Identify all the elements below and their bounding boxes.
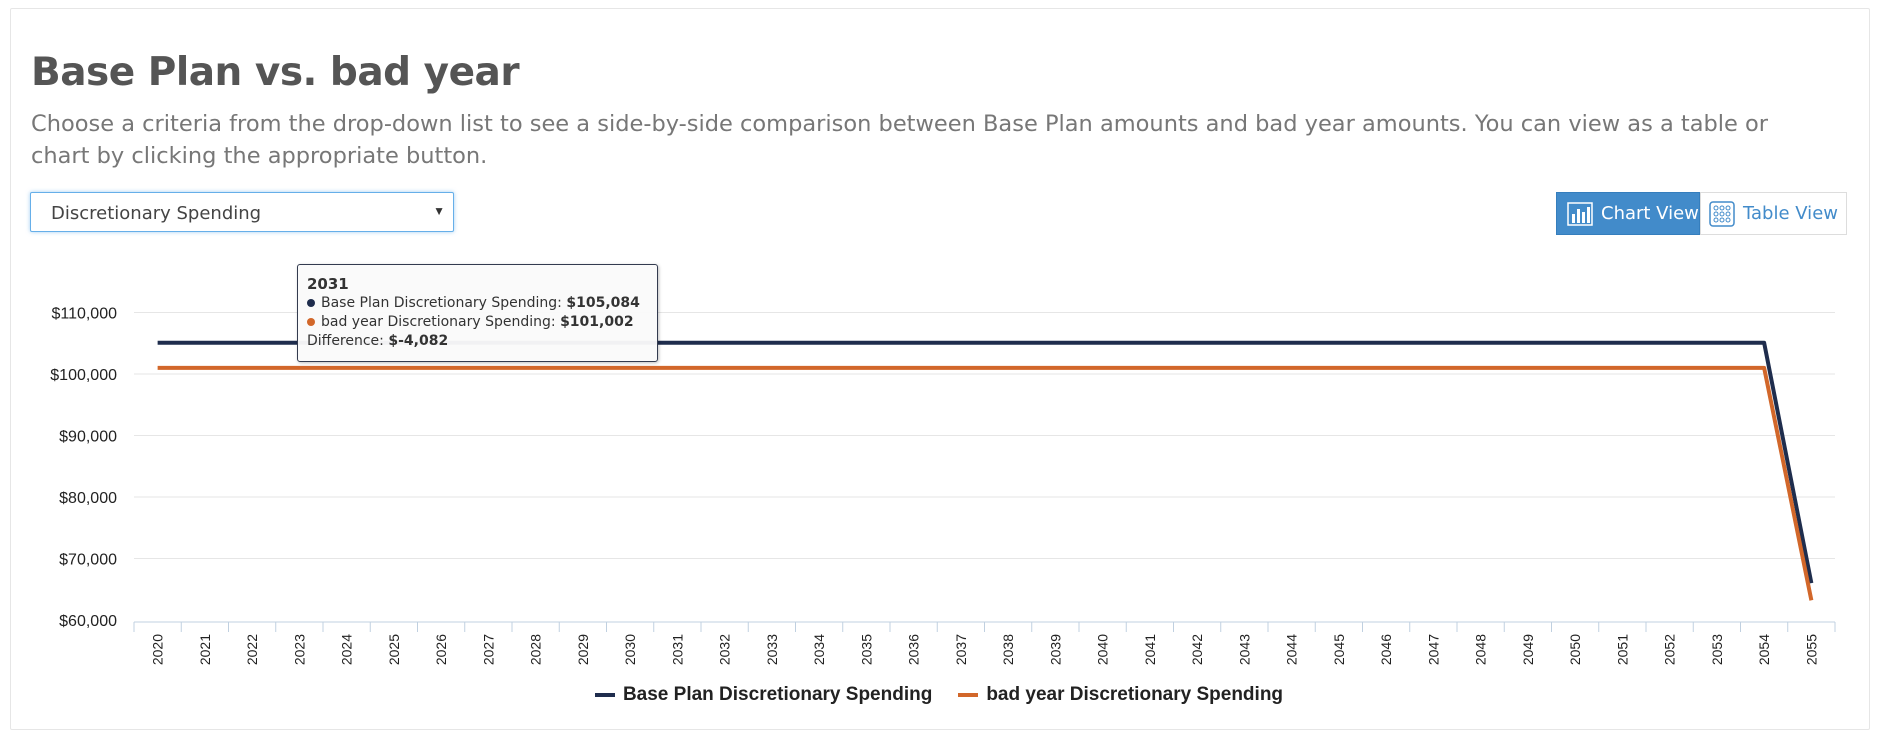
chart-legend: Base Plan Discretionary Spending bad yea… [0, 684, 1878, 706]
series-line-bad[interactable] [157, 365, 1814, 601]
x-tick-label: 2055 [1803, 634, 1819, 665]
tooltip-base-row: Base Plan Discretionary Spending: $105,0… [307, 294, 648, 313]
y-tick-label: $100,000 [50, 367, 117, 384]
y-tick-label: $90,000 [59, 429, 117, 446]
x-tick-label: 2041 [1142, 634, 1158, 665]
tooltip-year: 2031 [307, 275, 349, 293]
tooltip-bad-row: bad year Discretionary Spending: $101,00… [307, 313, 648, 332]
legend-item-bad[interactable]: bad year Discretionary Spending [958, 684, 1283, 706]
page-title: Base Plan vs. bad year [31, 50, 520, 95]
table-view-button[interactable]: Table View [1700, 192, 1847, 235]
legend-label-bad: bad year Discretionary Spending [986, 684, 1284, 705]
legend-swatch-base [594, 693, 615, 697]
legend-item-base[interactable]: Base Plan Discretionary Spending [594, 684, 933, 706]
table-grid-icon [1709, 200, 1735, 227]
chart-view-button[interactable]: Chart View [1556, 192, 1700, 235]
x-tick-label: 2053 [1709, 634, 1725, 665]
x-tick-label: 2025 [386, 634, 402, 665]
x-tick-label: 2047 [1425, 634, 1441, 665]
legend-swatch-bad [958, 693, 979, 697]
x-tick-label: 2033 [764, 634, 780, 665]
x-tick-label: 2027 [480, 634, 496, 665]
chart-view-label: Chart View [1601, 203, 1699, 224]
x-tick-label: 2037 [953, 634, 969, 665]
legend-label-base: Base Plan Discretionary Spending [622, 684, 933, 705]
x-tick-label: 2021 [197, 634, 213, 665]
series-line-base[interactable] [157, 340, 1814, 584]
tooltip-diff-row: Difference: $-4,082 [307, 332, 648, 351]
tooltip-base-dot [307, 299, 315, 307]
x-tick-label: 2050 [1567, 634, 1583, 665]
x-tick-label: 2024 [339, 634, 355, 665]
x-tick-label: 2044 [1284, 634, 1300, 665]
x-tick-label: 2022 [244, 634, 260, 665]
x-tick-label: 2043 [1236, 634, 1252, 665]
tooltip-base-label: Base Plan Discretionary Spending: [321, 295, 567, 311]
x-tick-label: 2028 [528, 634, 544, 665]
tooltip-bad-dot [307, 318, 315, 326]
y-tick-label: $80,000 [59, 490, 117, 507]
criteria-select[interactable]: Discretionary Spending ▼ [30, 192, 454, 232]
bar-chart-icon [1567, 201, 1593, 226]
x-tick-label: 2020 [150, 634, 166, 665]
table-view-label: Table View [1743, 203, 1838, 224]
x-tick-label: 2054 [1756, 634, 1772, 665]
tooltip-diff-value: $-4,082 [388, 333, 449, 349]
x-tick-label: 2040 [1095, 634, 1111, 665]
tooltip-bad-label: bad year Discretionary Spending: [321, 314, 561, 330]
x-tick-label: 2039 [1047, 634, 1063, 665]
chevron-down-icon: ▼ [433, 204, 445, 218]
x-tick-label: 2042 [1189, 634, 1205, 665]
chart-tooltip: 2031 Base Plan Discretionary Spending: $… [297, 264, 658, 362]
y-tick-label: $60,000 [59, 613, 117, 630]
tooltip-bad-value: $101,002 [560, 314, 634, 330]
x-tick-label: 2051 [1614, 634, 1630, 665]
x-tick-label: 2038 [1000, 634, 1016, 665]
x-tick-label: 2030 [622, 634, 638, 665]
x-tick-label: 2034 [811, 634, 827, 665]
x-tick-label: 2023 [291, 634, 307, 665]
criteria-select-value: Discretionary Spending [51, 203, 262, 224]
x-tick-label: 2045 [1331, 634, 1347, 665]
x-tick-label: 2049 [1520, 634, 1536, 665]
x-tick-label: 2046 [1378, 634, 1394, 665]
tooltip-base-value: $105,084 [566, 295, 640, 311]
page-description: Choose a criteria from the drop-down lis… [31, 111, 1769, 169]
x-tick-label: 2035 [858, 634, 874, 665]
x-tick-label: 2032 [717, 634, 733, 665]
y-tick-label: $110,000 [51, 306, 117, 323]
x-tick-label: 2031 [669, 634, 685, 665]
x-tick-label: 2052 [1662, 634, 1678, 665]
y-tick-label: $70,000 [59, 552, 117, 569]
tooltip-diff-label: Difference: [307, 333, 389, 349]
x-tick-label: 2048 [1473, 634, 1489, 665]
x-tick-label: 2029 [575, 634, 591, 665]
x-tick-label: 2036 [906, 634, 922, 665]
x-tick-label: 2026 [433, 634, 449, 665]
